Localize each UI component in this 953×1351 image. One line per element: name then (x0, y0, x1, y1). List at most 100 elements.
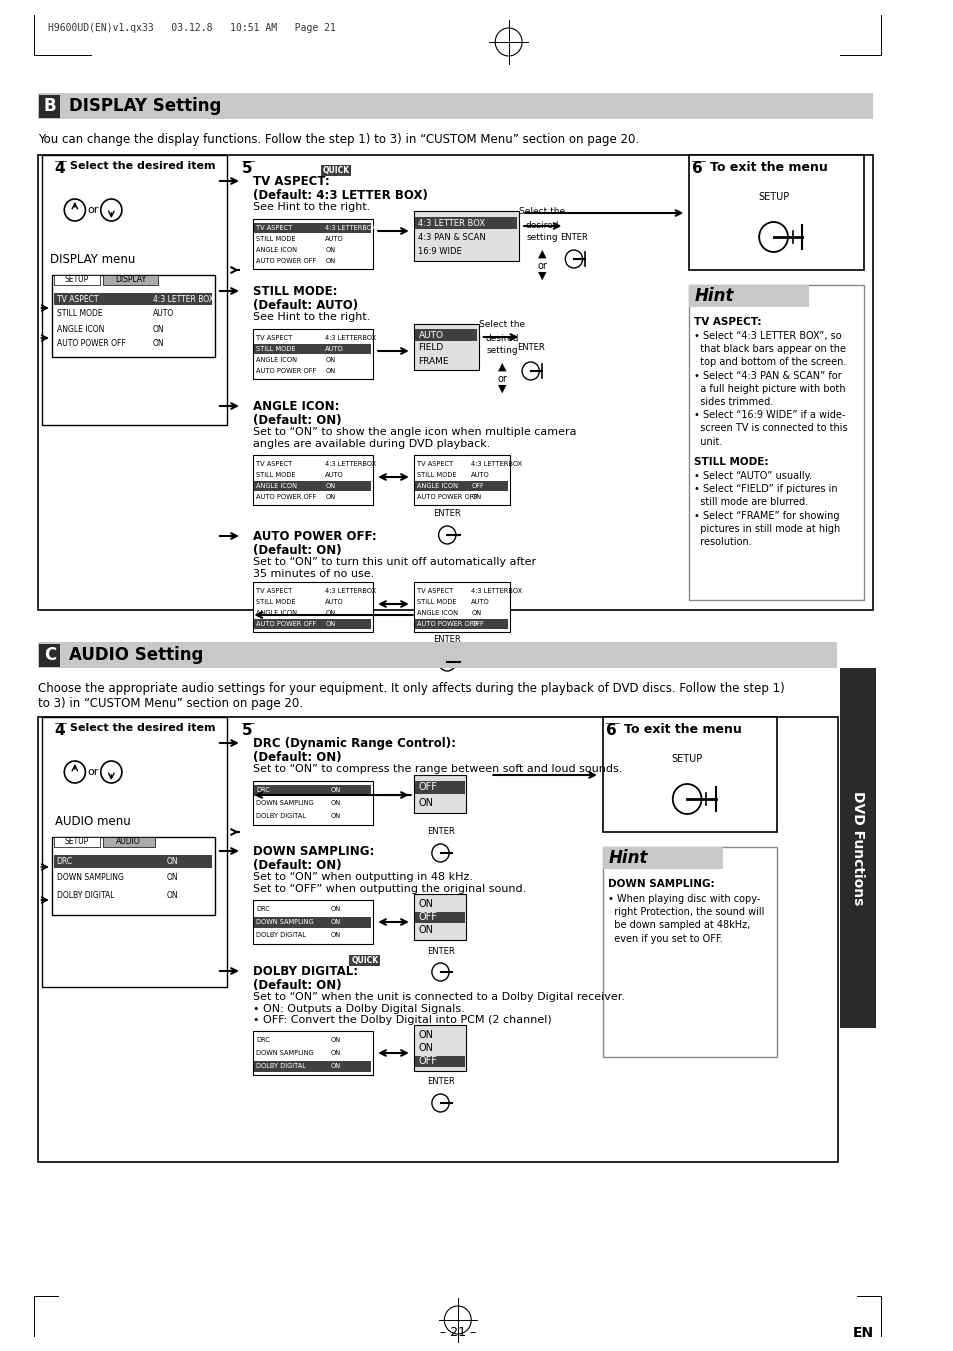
Text: DOWN SAMPLING: DOWN SAMPLING (256, 919, 314, 925)
Text: ANGLE ICON: ANGLE ICON (256, 611, 297, 616)
Bar (53, 293, 212, 305)
Text: DOWN SAMPLING: DOWN SAMPLING (256, 800, 314, 807)
Text: QUICK: QUICK (322, 166, 349, 176)
Text: 4:3 LETTERBOX: 4:3 LETTERBOX (471, 461, 522, 467)
Text: DOLBY DIGITAL: DOLBY DIGITAL (256, 813, 306, 819)
Text: DOLBY DIGITAL: DOLBY DIGITAL (256, 932, 306, 938)
Bar (254, 345, 371, 354)
Text: DVD Functions: DVD Functions (850, 790, 864, 905)
Text: 4:3 LETTER BOX: 4:3 LETTER BOX (152, 295, 213, 304)
Text: OFF: OFF (418, 782, 436, 792)
Text: DISPLAY: DISPLAY (115, 276, 146, 285)
Text: AUTO: AUTO (325, 471, 344, 478)
Text: See Hint to the right.: See Hint to the right. (253, 203, 371, 212)
Text: 5: 5 (242, 161, 253, 176)
Text: B: B (44, 97, 56, 115)
Text: ANGLE ICON: ANGLE ICON (56, 324, 104, 334)
Text: AUDIO menu: AUDIO menu (55, 815, 131, 828)
Text: ON: ON (325, 494, 335, 500)
Bar (254, 1061, 371, 1071)
Text: SETUP: SETUP (65, 838, 89, 847)
Text: DOWN SAMPLING: DOWN SAMPLING (56, 874, 123, 882)
Text: ON: ON (325, 484, 335, 489)
Text: DRC: DRC (256, 1038, 270, 1043)
Bar (415, 330, 476, 340)
Text: • Select “4:3 LETTER BOX”, so
  that black bars appear on the
  top and bottom o: • Select “4:3 LETTER BOX”, so that black… (693, 331, 846, 447)
Text: 4:3 LETTERBOX: 4:3 LETTERBOX (325, 588, 376, 594)
Text: (Default: ON): (Default: ON) (253, 751, 341, 765)
Bar (51, 276, 214, 357)
Bar (38, 717, 837, 1162)
Text: TV ASPECT: TV ASPECT (256, 461, 293, 467)
Text: AUDIO: AUDIO (116, 838, 141, 847)
Text: DRC: DRC (256, 788, 270, 793)
Text: ON: ON (330, 788, 340, 793)
Text: ON: ON (330, 907, 340, 912)
Text: DOWN SAMPLING:: DOWN SAMPLING: (253, 844, 375, 858)
Text: 4:3 LETTERBOX: 4:3 LETTERBOX (325, 226, 376, 231)
Text: AUTO POWER OFF:: AUTO POWER OFF: (253, 530, 376, 543)
Bar (320, 165, 351, 176)
Text: desired: desired (485, 334, 518, 343)
Bar (253, 900, 373, 944)
Text: AUTO POWER OFF: AUTO POWER OFF (256, 367, 316, 374)
Text: setting: setting (486, 346, 517, 355)
Bar (414, 894, 466, 940)
Bar (38, 642, 836, 667)
Text: • Select “AUTO” usually.
• Select “FIELD” if pictures in
  still mode are blurre: • Select “AUTO” usually. • Select “FIELD… (693, 471, 840, 547)
Bar (415, 218, 517, 230)
Text: ON: ON (418, 798, 433, 808)
Text: OFF: OFF (418, 1056, 436, 1066)
Text: AUTO: AUTO (471, 598, 490, 605)
Bar (254, 223, 371, 232)
Text: 16:9 WIDE: 16:9 WIDE (418, 246, 461, 255)
Text: SETUP: SETUP (671, 754, 702, 765)
Bar (42, 717, 226, 988)
Text: (Default: ON): (Default: ON) (253, 413, 341, 427)
Text: ANGLE ICON: ANGLE ICON (416, 484, 457, 489)
Text: AUTO POWER OFF: AUTO POWER OFF (416, 621, 476, 627)
Text: ON: ON (167, 874, 178, 882)
Text: ON: ON (330, 800, 340, 807)
Bar (103, 838, 155, 847)
Text: DOLBY DIGITAL: DOLBY DIGITAL (56, 890, 114, 900)
Text: ENTER: ENTER (426, 1078, 454, 1086)
Text: STILL MODE: STILL MODE (416, 471, 456, 478)
Text: AUTO POWER OFF: AUTO POWER OFF (256, 494, 316, 500)
Text: ON: ON (167, 890, 178, 900)
Text: ▼: ▼ (537, 272, 546, 281)
Text: See Hint to the right.: See Hint to the right. (253, 312, 371, 322)
Bar (51, 838, 214, 915)
Bar (253, 1031, 373, 1075)
Text: ENTER: ENTER (559, 232, 587, 242)
Text: or: or (497, 374, 506, 384)
Bar (53, 855, 212, 867)
Text: 4:3 LETTERBOX: 4:3 LETTERBOX (325, 335, 376, 340)
Text: 6: 6 (691, 161, 702, 176)
Text: OFF: OFF (418, 912, 436, 921)
Text: STILL MODE: STILL MODE (256, 598, 295, 605)
Text: ON: ON (330, 1063, 340, 1069)
Bar (602, 847, 722, 869)
Text: ON: ON (330, 919, 340, 925)
Text: ENTER: ENTER (517, 343, 544, 351)
Text: SETUP: SETUP (65, 276, 89, 285)
Text: ON: ON (418, 925, 433, 935)
Text: DISPLAY menu: DISPLAY menu (51, 253, 135, 266)
Text: ENTER: ENTER (433, 635, 460, 644)
Bar (839, 667, 876, 1028)
Text: AUTO POWER OFF: AUTO POWER OFF (416, 494, 476, 500)
Text: 4: 4 (54, 161, 65, 176)
Bar (254, 619, 371, 630)
Text: or: or (88, 205, 99, 215)
Text: QUICK: QUICK (351, 957, 378, 965)
Text: To exit the menu: To exit the menu (709, 161, 827, 174)
Text: AUTO POWER OFF: AUTO POWER OFF (56, 339, 125, 349)
Text: ON: ON (330, 1050, 340, 1056)
Text: DRC: DRC (256, 907, 270, 912)
Text: H9600UD(EN)v1.qx33   03.12.8   10:51 AM   Page 21: H9600UD(EN)v1.qx33 03.12.8 10:51 AM Page… (48, 23, 335, 32)
Text: 4:3 LETTERBOX: 4:3 LETTERBOX (471, 588, 522, 594)
Text: ON: ON (418, 1029, 433, 1040)
Text: STILL MODE: STILL MODE (56, 309, 102, 319)
Text: Select the desired item: Select the desired item (70, 723, 215, 734)
